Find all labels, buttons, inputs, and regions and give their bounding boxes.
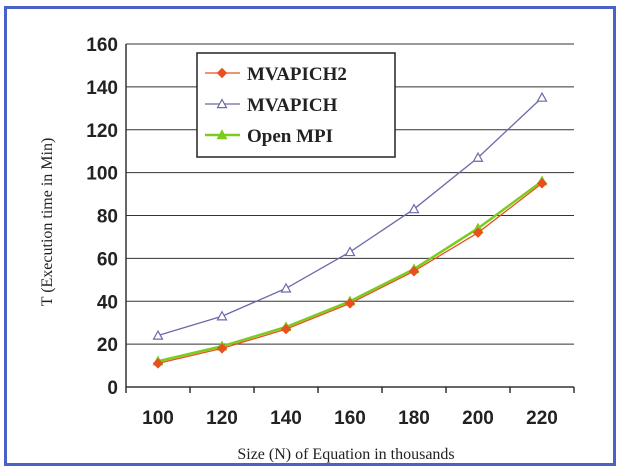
legend-swatch-marker [216, 67, 228, 79]
data-point [472, 227, 484, 238]
y-tick-label-60: 60 [97, 249, 118, 270]
data-point [216, 310, 228, 321]
y-axis-label: T (Execution time in Min) [39, 138, 56, 307]
data-point [408, 203, 420, 214]
legend-box [196, 52, 396, 158]
legend-label: Open MPI [247, 126, 333, 147]
y-tick-label-80: 80 [97, 207, 118, 228]
data-point [216, 343, 228, 354]
series-line [157, 180, 543, 363]
data-point [472, 151, 484, 162]
legend: MVAPICH2 MVAPICH Open MPI [196, 52, 396, 158]
data-point [344, 246, 356, 257]
x-tick-label-180: 180 [398, 408, 430, 429]
series-lines [152, 91, 548, 369]
data-point [152, 358, 164, 369]
data-point [408, 266, 420, 277]
series-mvapich2 [152, 178, 548, 369]
y-tick-label-40: 40 [97, 292, 118, 313]
y-tick-label-20: 20 [97, 335, 118, 356]
x-tick-label-140: 140 [270, 408, 302, 429]
series-line [157, 182, 543, 365]
data-point [280, 323, 292, 335]
data-point [344, 298, 356, 309]
legend-item-mvapich2: MVAPICH2 [205, 64, 347, 85]
y-tick-label-160: 160 [86, 35, 118, 56]
x-tick-label-100: 100 [142, 408, 174, 429]
y-tick-label-120: 120 [86, 121, 118, 142]
axes [125, 44, 575, 393]
legend-item-mvapich: MVAPICH [205, 95, 338, 116]
series-open-mpi [152, 175, 548, 366]
legend-swatch-marker [216, 98, 228, 109]
legend-swatch-marker [216, 129, 228, 140]
series-mvapich [152, 91, 548, 340]
legend-label: MVAPICH2 [247, 64, 347, 85]
data-point [536, 178, 548, 189]
y-tick-label-0: 0 [107, 378, 118, 399]
x-axis-label: Size (N) of Equation in thousands [237, 446, 454, 463]
tick-labels: 0 20 40 60 80 100 120 140 160 100 120 140 160 180 200 2… [86, 35, 558, 429]
data-point [152, 329, 164, 340]
x-tick-label-220: 220 [526, 408, 558, 429]
x-tick-label-120: 120 [206, 408, 238, 429]
y-tick-label-140: 140 [86, 78, 118, 99]
x-tick-label-200: 200 [462, 408, 494, 429]
legend-item-open-mpi: Open MPI [205, 126, 333, 147]
y-tick-label-100: 100 [86, 164, 118, 185]
legend-label: MVAPICH [247, 95, 338, 116]
x-tick-label-160: 160 [334, 408, 366, 429]
data-point [280, 282, 292, 293]
data-point [536, 91, 548, 102]
